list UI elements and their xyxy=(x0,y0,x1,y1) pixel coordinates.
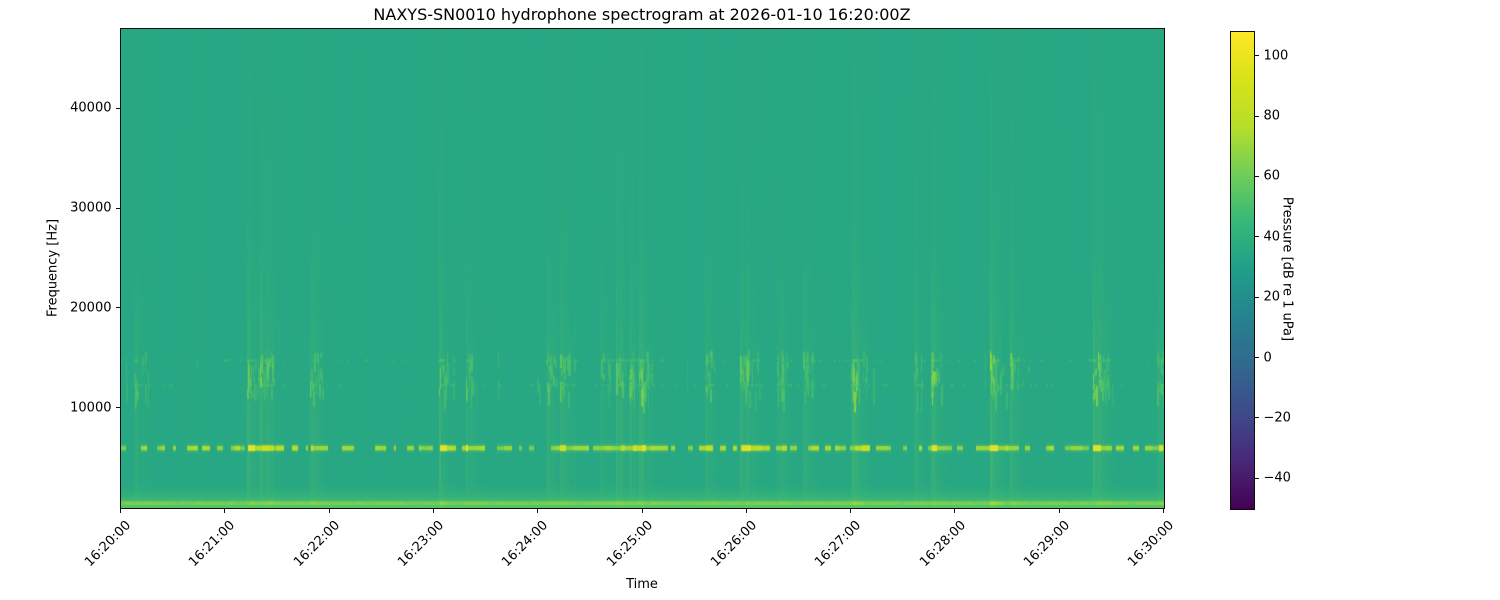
x-tick-label: 16:26:00 xyxy=(708,517,760,570)
colorbar xyxy=(1230,31,1255,510)
x-tick-mark xyxy=(120,508,121,513)
colorbar-tick-mark xyxy=(1254,296,1259,298)
colorbar-gradient xyxy=(1231,32,1254,509)
colorbar-tick-mark xyxy=(1254,417,1259,419)
colorbar-tick-mark xyxy=(1254,236,1259,238)
x-tick-label: 16:22:00 xyxy=(290,517,343,570)
x-tick-label: 16:24:00 xyxy=(499,517,552,570)
y-tick-label: 20000 xyxy=(70,300,112,316)
y-tick-label: 30000 xyxy=(70,200,112,216)
x-tick-label: 16:25:00 xyxy=(603,517,656,570)
x-tick-mark xyxy=(641,508,643,513)
colorbar-tick-label: 100 xyxy=(1263,48,1289,64)
x-tick-mark xyxy=(537,508,539,513)
x-tick-mark xyxy=(328,508,330,513)
colorbar-tick-label: 0 xyxy=(1263,350,1272,366)
chart-title: NAXYS-SN0010 hydrophone spectrogram at 2… xyxy=(373,5,911,24)
colorbar-tick-label: −40 xyxy=(1263,470,1291,486)
colorbar-tick-mark xyxy=(1254,175,1259,177)
x-tick-label: 16:27:00 xyxy=(812,517,865,570)
x-tick-label: 16:20:00 xyxy=(82,517,135,570)
x-tick-mark xyxy=(745,508,747,513)
colorbar-tick-label: 60 xyxy=(1263,168,1281,184)
x-tick-mark xyxy=(224,508,226,513)
spectrogram-heatmap xyxy=(121,29,1164,508)
x-axis-label: Time xyxy=(626,577,658,592)
colorbar-tick-label: 80 xyxy=(1263,108,1281,124)
x-tick-mark xyxy=(954,508,956,513)
colorbar-tick-label: −20 xyxy=(1263,410,1291,426)
colorbar-tick-mark xyxy=(1254,477,1259,479)
y-tick-mark xyxy=(115,107,120,109)
y-tick-label: 10000 xyxy=(70,400,112,416)
x-tick-mark xyxy=(1058,508,1060,513)
plot-area xyxy=(120,28,1165,509)
y-tick-mark xyxy=(115,307,120,309)
x-tick-label: 16:23:00 xyxy=(395,517,447,570)
colorbar-tick-mark xyxy=(1254,55,1259,57)
x-tick-mark xyxy=(432,508,434,513)
y-tick-mark xyxy=(115,407,120,409)
colorbar-tick-label: 20 xyxy=(1263,289,1281,305)
x-tick-mark xyxy=(850,508,852,513)
colorbar-tick-mark xyxy=(1254,357,1259,359)
x-tick-label: 16:28:00 xyxy=(916,517,969,570)
x-tick-label: 16:29:00 xyxy=(1020,517,1073,570)
y-tick-mark xyxy=(115,207,120,209)
colorbar-tick-label: 40 xyxy=(1263,229,1281,245)
y-tick-label: 40000 xyxy=(70,100,112,116)
x-tick-label: 16:30:00 xyxy=(1125,517,1178,570)
x-tick-label: 16:21:00 xyxy=(186,517,239,570)
colorbar-tick-mark xyxy=(1254,115,1259,117)
x-tick-mark xyxy=(1163,508,1164,513)
